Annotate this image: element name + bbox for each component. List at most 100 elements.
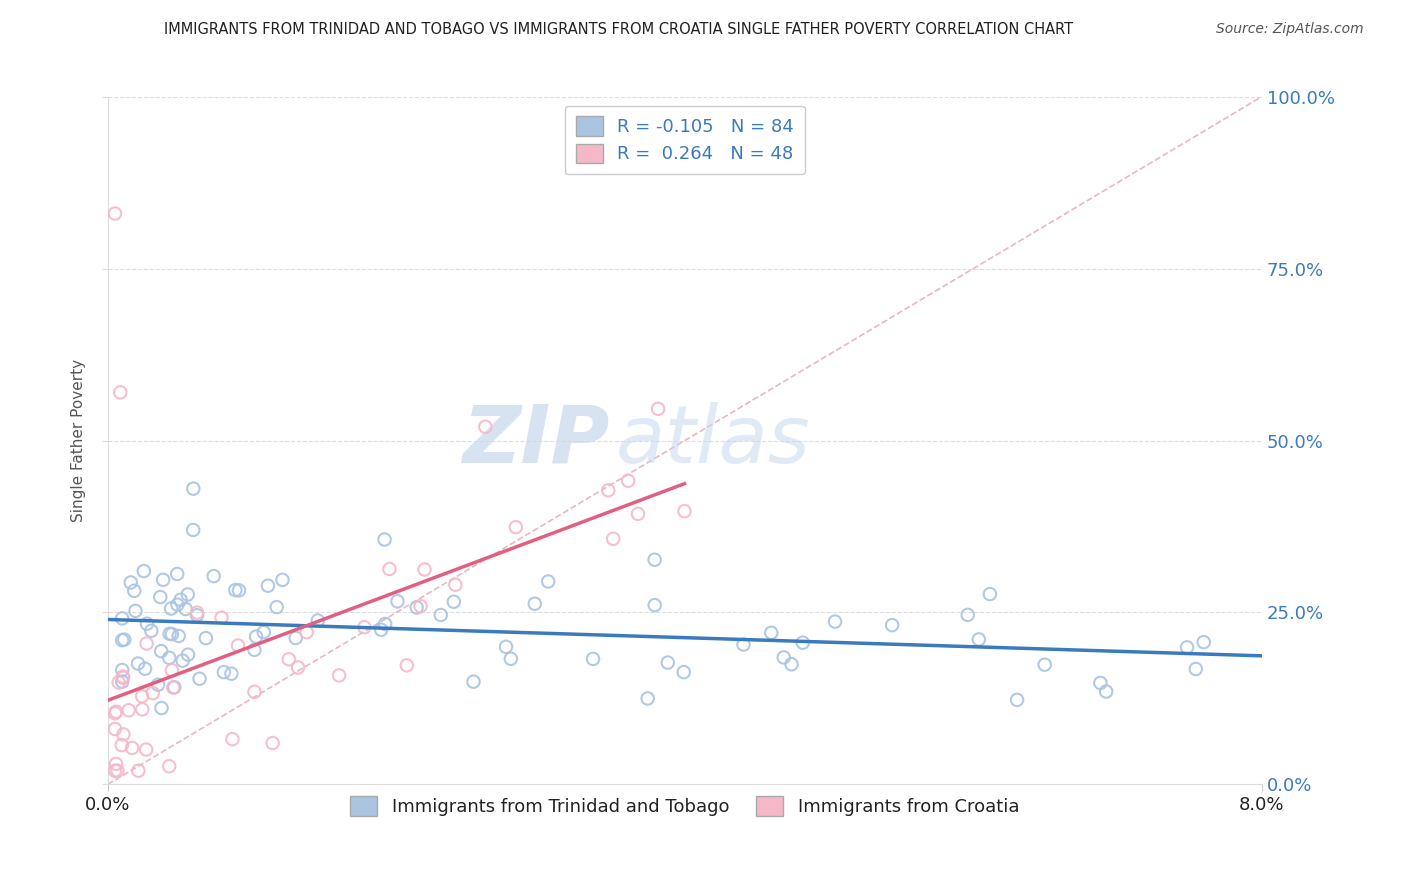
Point (141, 624, 163, 638)
Point (956, 607, 979, 622)
Point (463, 674, 485, 689)
Point (627, 507, 650, 521)
Point (172, 654, 194, 668)
Point (132, 564, 155, 578)
Point (150, 701, 173, 715)
Point (111, 738, 134, 752)
Point (104, 764, 127, 778)
Point (405, 600, 427, 615)
Point (181, 482, 204, 496)
Point (112, 632, 135, 647)
Point (644, 553, 666, 567)
Point (107, 675, 129, 690)
Point (104, 706, 127, 721)
Point (118, 703, 141, 717)
Point (284, 631, 307, 645)
Point (1090, 676, 1112, 690)
Point (245, 630, 267, 644)
Point (166, 566, 188, 581)
Point (277, 652, 299, 666)
Point (104, 722, 127, 736)
Point (582, 652, 605, 666)
Point (307, 614, 329, 628)
Point (181, 523, 204, 537)
Point (150, 644, 173, 658)
Point (188, 672, 211, 686)
Point (194, 631, 217, 645)
Point (122, 583, 145, 598)
Point (177, 587, 200, 601)
Point (112, 727, 135, 741)
Point (186, 608, 208, 623)
Point (523, 597, 546, 611)
Point (111, 674, 134, 689)
Point (505, 520, 527, 534)
Point (637, 691, 659, 706)
Point (162, 681, 184, 695)
Point (160, 601, 183, 615)
Point (617, 474, 640, 488)
Point (792, 635, 814, 649)
Point (647, 401, 669, 416)
Text: ZIP: ZIP (463, 401, 610, 480)
Point (166, 598, 188, 612)
Point (266, 600, 288, 615)
Point (257, 579, 280, 593)
Point (177, 648, 200, 662)
Point (142, 686, 165, 700)
Point (370, 623, 392, 637)
Point (135, 636, 157, 650)
Point (413, 562, 436, 576)
Point (395, 658, 418, 673)
Point (1192, 635, 1215, 649)
Point (374, 617, 396, 632)
Point (1095, 684, 1118, 698)
Point (211, 610, 233, 624)
Point (157, 759, 180, 773)
Point (499, 652, 522, 666)
Point (761, 625, 783, 640)
Point (120, 575, 142, 590)
Text: Source: ZipAtlas.com: Source: ZipAtlas.com (1216, 22, 1364, 37)
Point (262, 736, 284, 750)
Point (167, 629, 190, 643)
Point (186, 606, 208, 620)
Point (105, 756, 128, 771)
Point (136, 616, 159, 631)
Point (111, 671, 134, 685)
Point (253, 625, 276, 640)
Point (121, 741, 143, 756)
Point (657, 656, 679, 670)
Point (271, 573, 294, 587)
Point (409, 599, 432, 614)
Point (495, 640, 517, 654)
Point (160, 627, 183, 641)
Point (243, 643, 266, 657)
Point (979, 587, 1001, 601)
Point (202, 569, 225, 583)
Point (772, 650, 794, 665)
Point (228, 583, 250, 598)
Point (1005, 693, 1028, 707)
Point (387, 594, 409, 608)
Text: atlas: atlas (616, 401, 810, 480)
Point (152, 573, 174, 587)
Point (107, 764, 129, 778)
Point (221, 732, 243, 747)
Text: IMMIGRANTS FROM TRINIDAD AND TOBAGO VS IMMIGRANTS FROM CROATIA SINGLE FATHER POV: IMMIGRANTS FROM TRINIDAD AND TOBAGO VS I… (165, 22, 1073, 37)
Point (124, 604, 146, 618)
Point (967, 632, 990, 647)
Point (598, 483, 620, 498)
Point (328, 668, 350, 682)
Point (160, 663, 183, 677)
Point (127, 764, 149, 778)
Point (226, 639, 249, 653)
Point (1184, 662, 1206, 676)
Point (287, 660, 309, 674)
Point (444, 578, 467, 592)
Point (127, 657, 149, 671)
Point (672, 665, 695, 680)
Point (159, 627, 181, 641)
Point (111, 611, 134, 625)
Point (105, 705, 128, 719)
